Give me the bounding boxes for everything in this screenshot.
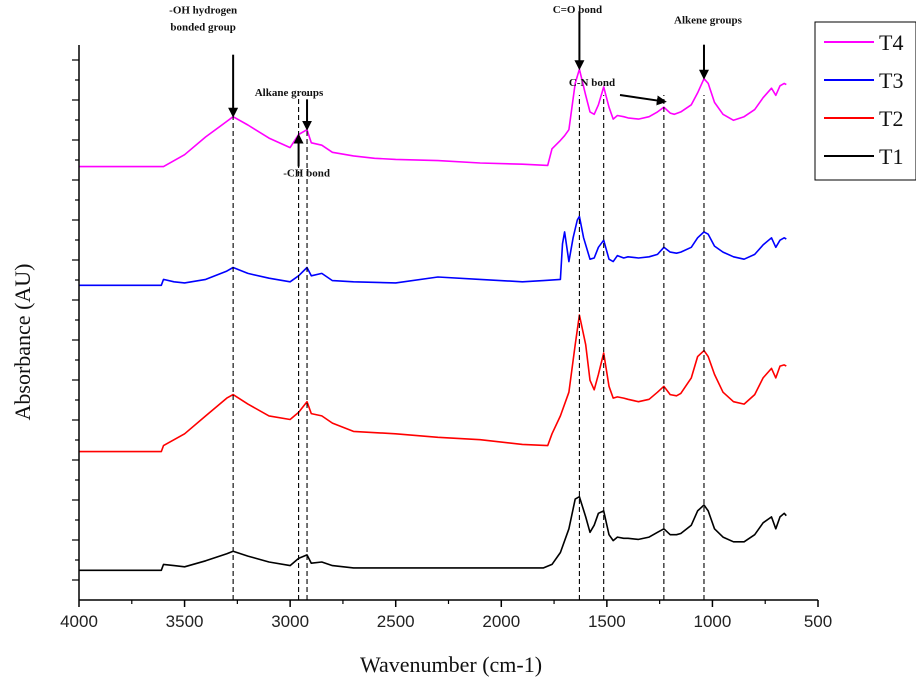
axes: 4000 3500 3000 2500 2000 1500 1000 500: [60, 45, 832, 631]
x-tick-label: 3500: [166, 612, 204, 631]
legend: T4 T3 T2 T1: [814, 21, 916, 181]
annotation-label: C=O bond: [553, 4, 602, 16]
annotations-layer: -OH hydrogen bonded group Alkane groups -CH…: [169, 4, 743, 179]
series-line-t3: [79, 215, 787, 287]
x-tick-label: 2000: [482, 612, 520, 631]
annotation-label: -OH hydrogen: [169, 5, 237, 17]
annotation-label: Alkene groups: [674, 15, 743, 27]
series-line-t1: [79, 495, 787, 572]
series-line-t2: [79, 314, 787, 453]
x-axis-title: Wavenumber (cm-1): [360, 652, 542, 677]
annotation-label: -CH bond: [283, 168, 330, 180]
x-tick-label: 4000: [60, 612, 98, 631]
legend-label-t3: T3: [879, 68, 903, 93]
annotation-arrow: [619, 94, 667, 106]
annotation-label: Alkane groups: [255, 87, 324, 99]
series-line-t4: [79, 68, 787, 168]
x-tick-label: 3000: [271, 612, 309, 631]
legend-box: [814, 21, 916, 181]
annotation-label: bonded group: [170, 22, 236, 34]
plot-area: [79, 68, 787, 572]
legend-label-t4: T4: [879, 30, 903, 55]
x-tick-label: 1500: [588, 612, 626, 631]
annotation-label: C-N bond: [569, 77, 615, 89]
legend-label-t1: T1: [879, 144, 903, 169]
y-axis-title: Absorbance (AU): [10, 264, 35, 421]
x-tick-label: 500: [804, 612, 832, 631]
legend-label-t2: T2: [879, 106, 903, 131]
x-tick-label: 2500: [377, 612, 415, 631]
x-tick-label: 1000: [694, 612, 732, 631]
